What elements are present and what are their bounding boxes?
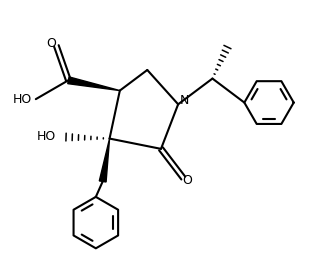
Text: HO: HO [13, 93, 33, 106]
Polygon shape [68, 77, 120, 90]
Text: O: O [183, 174, 192, 187]
Polygon shape [99, 139, 109, 182]
Text: HO: HO [37, 130, 56, 143]
Text: N: N [180, 94, 189, 107]
Text: O: O [46, 37, 56, 50]
